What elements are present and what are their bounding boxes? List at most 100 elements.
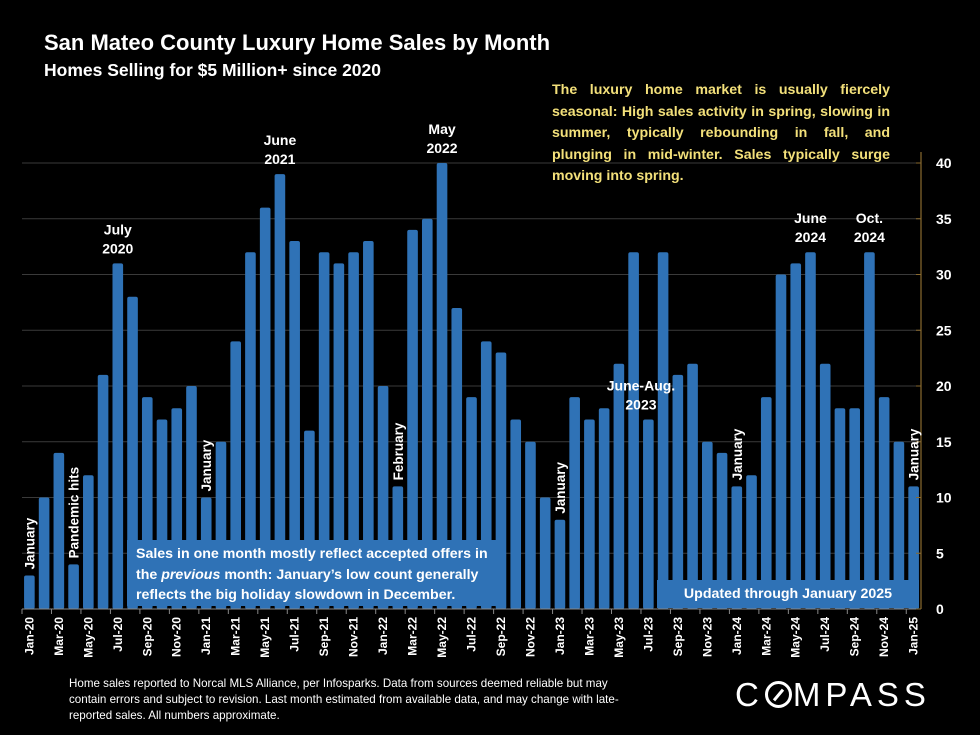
bar-Jul-21 — [289, 241, 300, 610]
x-tick-label: Jan-24 — [730, 617, 744, 655]
bar-Apr-24 — [775, 274, 787, 609]
x-tick-label: May-23 — [612, 617, 626, 658]
annotation-label: 2021 — [264, 151, 295, 167]
x-tick-label: Sep-22 — [494, 617, 508, 657]
x-tick-label: Jul-24 — [818, 617, 832, 652]
bar-Oct-22 — [510, 419, 522, 609]
y-tick-label: 20 — [936, 378, 952, 394]
bar-Jan-24 — [731, 486, 743, 609]
bar-Feb-24 — [746, 475, 757, 609]
bar-Jun-24 — [805, 252, 816, 609]
y-tick-label: 35 — [936, 211, 952, 227]
x-tick-label: Jul-21 — [288, 617, 302, 652]
bar-Jan-20 — [24, 575, 35, 609]
bar-Jun-23 — [628, 252, 639, 609]
y-tick-labels: 0 5 10 15 20 25 30 35 40 — [936, 155, 952, 617]
bar-Dec-23 — [716, 452, 728, 609]
x-tick-label: Nov-23 — [700, 617, 714, 657]
x-tick-label: May-24 — [789, 617, 803, 658]
bar-Jul-20 — [112, 263, 124, 609]
bar-Jun-21 — [274, 174, 286, 609]
offers-note-text: month: January’s low count generally — [220, 566, 479, 583]
y-tick-label: 5 — [936, 545, 944, 561]
y-tick-label: 10 — [936, 490, 952, 506]
bar-Oct-21 — [333, 263, 345, 609]
bar-May-22 — [436, 163, 448, 609]
offers-note-line2: the previous month: January’s low count … — [136, 565, 492, 586]
x-tick-label: Sep-20 — [140, 617, 154, 657]
updated-through-badge: Updated through January 2025 — [657, 580, 919, 608]
annotation-label: 2023 — [625, 396, 656, 412]
offers-note-line1: Sales in one month mostly reflect accept… — [136, 546, 488, 562]
offers-note-box: Sales in one month mostly reflect accept… — [127, 540, 501, 606]
annotation-label: Pandemic hits — [67, 467, 82, 559]
bar-Aug-24 — [834, 408, 846, 609]
x-tick-label: Nov-24 — [877, 617, 891, 657]
x-tick-labels: Jan-20 Mar-20 May-20 Jul-20 Sep-20 Nov-20 Jan-… — [22, 617, 920, 658]
bar-Dec-24 — [893, 441, 905, 609]
x-tick-label: Mar-23 — [582, 617, 596, 656]
bar-chart: Jan-20 Mar-20 May-20 Jul-20 Sep-20 Nov-20 Jan-… — [21, 121, 952, 658]
bar-Feb-20 — [38, 497, 50, 609]
y-tick-label: 25 — [936, 322, 952, 338]
bar-May-24 — [790, 263, 802, 609]
x-tick-label: Mar-21 — [229, 617, 243, 656]
annotation-label: February — [391, 422, 406, 480]
x-tick-label: Jan-20 — [22, 617, 36, 655]
bar-Oct-23 — [687, 363, 698, 609]
x-tick-label: May-22 — [435, 617, 449, 658]
x-tick-label: Sep-21 — [317, 617, 331, 657]
bar-Sep-24 — [849, 408, 860, 609]
logo-text: MPASS — [792, 676, 931, 713]
x-tick-label: Nov-20 — [170, 617, 184, 657]
x-tick-label: Mar-24 — [759, 617, 773, 656]
x-tick-label: Jan-25 — [907, 617, 921, 655]
bar-Mar-20 — [53, 452, 65, 609]
offers-note-line3: reflects the big holiday slowdown in Dec… — [136, 587, 456, 603]
bar-Nov-21 — [348, 252, 359, 609]
compass-logo: C MPASS — [735, 676, 931, 714]
annotation-label: January — [730, 428, 745, 480]
axes — [21, 152, 922, 614]
annotation-label: January — [553, 462, 568, 514]
annotation-label: May — [428, 121, 455, 137]
x-tick-label: Mar-22 — [406, 617, 420, 656]
x-tick-label: May-20 — [81, 617, 95, 658]
bar-Jun-20 — [97, 374, 109, 609]
bar-Mar-24 — [760, 397, 772, 609]
x-tick-label: Jan-23 — [553, 617, 567, 655]
x-tick-label: Sep-24 — [848, 617, 862, 657]
bar-Jan-23 — [554, 519, 566, 609]
annotation-label: June — [264, 132, 297, 148]
bar-Aug-23 — [657, 252, 669, 609]
annotation-label: January — [22, 517, 37, 569]
annotation-label: January — [199, 439, 214, 491]
bar-Jun-22 — [451, 307, 463, 609]
annotation-label: January — [907, 428, 922, 480]
annotation-label: June-Aug. — [607, 377, 675, 393]
bar-Apr-21 — [245, 252, 256, 609]
bar-Mar-23 — [584, 419, 595, 609]
x-tick-label: Sep-23 — [671, 617, 685, 657]
bar-Apr-20 — [68, 564, 79, 609]
bar-Nov-23 — [701, 441, 713, 609]
annotation-label: 2020 — [102, 240, 133, 256]
y-tick-label: 15 — [936, 434, 952, 450]
chart-subtitle: Homes Selling for $5 Million+ since 2020 — [44, 60, 381, 80]
bar-Apr-22 — [421, 218, 433, 609]
x-tick-label: Jul-23 — [641, 617, 655, 652]
bar-May-23 — [613, 363, 625, 609]
x-tick-label: Jan-22 — [376, 617, 390, 655]
annotation-label: 2022 — [426, 140, 457, 156]
chart-title: San Mateo County Luxury Home Sales by Mo… — [44, 30, 551, 55]
x-tick-label: Jan-21 — [199, 617, 213, 655]
offers-note-text: the — [136, 566, 162, 583]
x-tick-label: Nov-22 — [523, 617, 537, 657]
x-tick-label: Nov-21 — [347, 617, 361, 657]
bar-Oct-24 — [864, 252, 875, 609]
x-tick-label: Jul-20 — [111, 617, 125, 652]
bar-Dec-21 — [363, 241, 374, 610]
compass-o-icon — [764, 681, 792, 708]
bars — [24, 163, 919, 610]
bar-Nov-22 — [525, 441, 536, 609]
